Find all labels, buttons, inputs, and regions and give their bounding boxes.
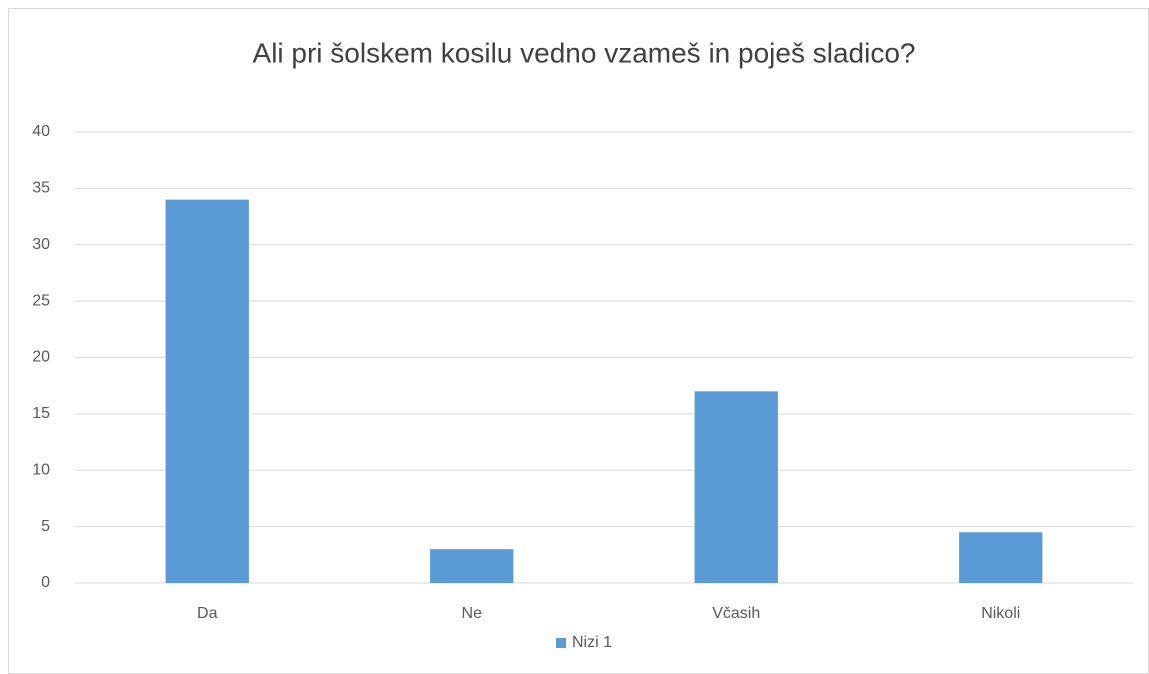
y-tick-label: 35: [32, 180, 50, 197]
y-tick-label: 10: [32, 461, 50, 478]
y-tick-label: 30: [32, 236, 50, 253]
y-tick-label: 20: [32, 349, 50, 366]
y-tick-label: 25: [32, 292, 50, 309]
x-tick-label: Nikoli: [981, 605, 1020, 622]
x-tick-label: Ne: [462, 605, 483, 622]
x-tick-label: Včasih: [712, 605, 760, 622]
y-tick-label: 5: [41, 518, 50, 535]
chart-title: Ali pri šolskem kosilu vedno vzameš in p…: [253, 37, 916, 68]
y-tick-label: 40: [32, 123, 50, 140]
bar: [165, 199, 249, 583]
y-tick-label: 0: [41, 574, 50, 591]
bar: [694, 391, 778, 583]
y-tick-label: 15: [32, 405, 50, 422]
bar: [959, 532, 1043, 583]
legend-swatch: [556, 638, 566, 648]
bar: [430, 549, 514, 583]
legend-label: Nizi 1: [572, 634, 612, 651]
x-tick-label: Da: [197, 605, 218, 622]
